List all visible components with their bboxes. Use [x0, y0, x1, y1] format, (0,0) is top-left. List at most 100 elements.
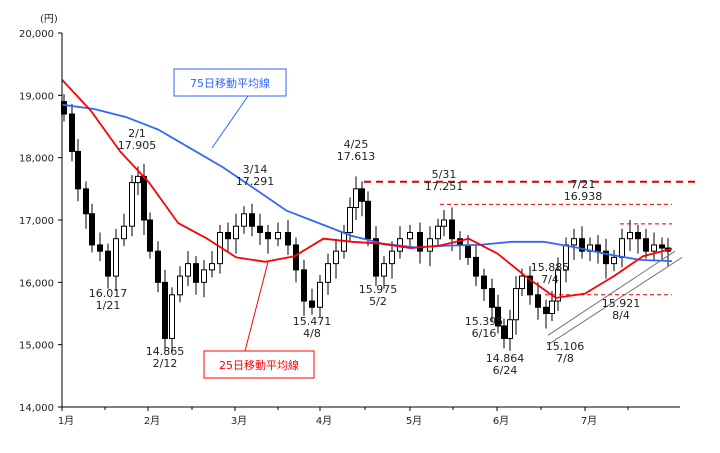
annotation-line1: 15.395: [465, 315, 504, 328]
annotation-line1: 16.017: [89, 287, 128, 300]
candle-body: [317, 281, 323, 308]
candle-body: [635, 231, 641, 240]
candle-body: [441, 219, 447, 227]
candlesticks: [61, 94, 671, 354]
annotation-line1: 15.975: [359, 283, 398, 296]
y-tick-label: 14,000: [19, 403, 54, 414]
annotation-line2: 1/21: [96, 299, 121, 312]
annotation-line1: 14.864: [486, 352, 525, 365]
candle-body: [473, 256, 479, 277]
candle-body: [113, 238, 119, 277]
candle-body: [535, 294, 541, 308]
candle-body: [627, 231, 633, 240]
annotation-line1: 15.885: [531, 261, 570, 274]
annotation-line1: 2/1: [128, 127, 146, 140]
annotation-line2: 4/8: [303, 327, 321, 340]
candle-body: [265, 231, 271, 240]
annotation-line1: 15.106: [546, 340, 585, 353]
candle-body: [513, 288, 519, 321]
y-axis-unit: (円): [40, 14, 58, 25]
candle-body: [83, 188, 89, 215]
annotation-line2: 17.905: [118, 139, 157, 152]
candle-body: [249, 213, 255, 227]
candle-body: [89, 213, 95, 246]
candle-body: [293, 244, 299, 271]
candle-body: [325, 263, 331, 283]
candle-body: [193, 263, 199, 283]
candle-body: [141, 175, 147, 221]
candle-body: [275, 231, 281, 240]
annotation-line2: 7/8: [556, 352, 574, 365]
candle-body: [407, 231, 413, 240]
candle-body: [381, 263, 387, 277]
candle-body: [129, 182, 135, 227]
candle-body: [427, 238, 433, 252]
annotation-line2: 8/4: [612, 309, 630, 322]
annotation-line2: 7/4: [541, 273, 559, 286]
candle-body: [225, 231, 231, 240]
annotation-line1: 14.865: [146, 345, 185, 358]
candle-body: [417, 231, 423, 252]
annotation-line1: 3/14: [243, 163, 268, 176]
candle-body: [257, 225, 263, 233]
candle-body: [241, 213, 247, 227]
ma25-line: [61, 79, 673, 299]
annotation-line2: 6/24: [493, 364, 518, 377]
annotation-line2: 2/12: [153, 357, 178, 370]
trend-line-upper: [547, 250, 676, 336]
candle-body: [611, 256, 617, 265]
candle-body: [365, 200, 371, 240]
candle-body: [449, 219, 455, 240]
candle-body: [353, 188, 359, 209]
candle-body: [155, 250, 161, 283]
candle-body: [579, 238, 585, 252]
candle-body: [507, 319, 513, 339]
candle-body: [359, 188, 365, 202]
annotation-line1: 15.921: [602, 297, 641, 310]
candle-body: [121, 225, 127, 240]
candle-body: [373, 238, 379, 277]
candle-body: [233, 225, 239, 240]
legends: 75日移動平均線 25日移動平均線: [173, 68, 315, 379]
candle-body: [333, 250, 339, 265]
y-tick-label: 18,000: [19, 154, 54, 165]
axes: (円) 14,000 15,000 16,000 17,000 18,000 19,000 2…: [19, 14, 680, 427]
candle-body: [519, 275, 525, 290]
annotation-line2: 6/16: [472, 327, 497, 340]
candle-body: [135, 175, 141, 184]
candle-body: [543, 306, 549, 314]
annotation-line2: 16.938: [564, 190, 603, 203]
legend-box-75: [173, 68, 287, 97]
x-tick-label: 3月: [231, 415, 247, 427]
x-tick-label: 7月: [581, 415, 597, 427]
candle-body: [301, 269, 307, 302]
annotation-line1: 7/21: [571, 178, 596, 191]
candle-body: [105, 250, 111, 277]
x-tick-label: 2月: [144, 415, 160, 427]
annotation-line2: 17.251: [425, 180, 464, 193]
annotation-line1: 5/31: [432, 168, 457, 181]
candle-body: [147, 219, 153, 252]
legend-box-25: [203, 350, 315, 379]
candle-body: [527, 275, 533, 296]
candle-body: [501, 325, 507, 339]
candle-body: [435, 225, 441, 240]
legend-pointer-25: [244, 261, 269, 352]
moving-average-lines: [61, 79, 673, 299]
candle-body: [169, 294, 175, 339]
candle-body: [201, 269, 207, 283]
legend-label-25: 25日移動平均線: [219, 358, 299, 372]
y-tick-label: 20,000: [19, 29, 54, 40]
candle-body: [549, 300, 555, 314]
candle-body: [75, 150, 81, 190]
annotation-line2: 17.291: [236, 175, 275, 188]
candle-body: [69, 113, 75, 152]
candle-body: [309, 300, 315, 308]
candle-body: [659, 244, 665, 249]
annotation-line2: 17.613: [337, 150, 376, 163]
trend-line-lower: [547, 256, 683, 346]
annotation-line1: 15.471: [293, 315, 332, 328]
